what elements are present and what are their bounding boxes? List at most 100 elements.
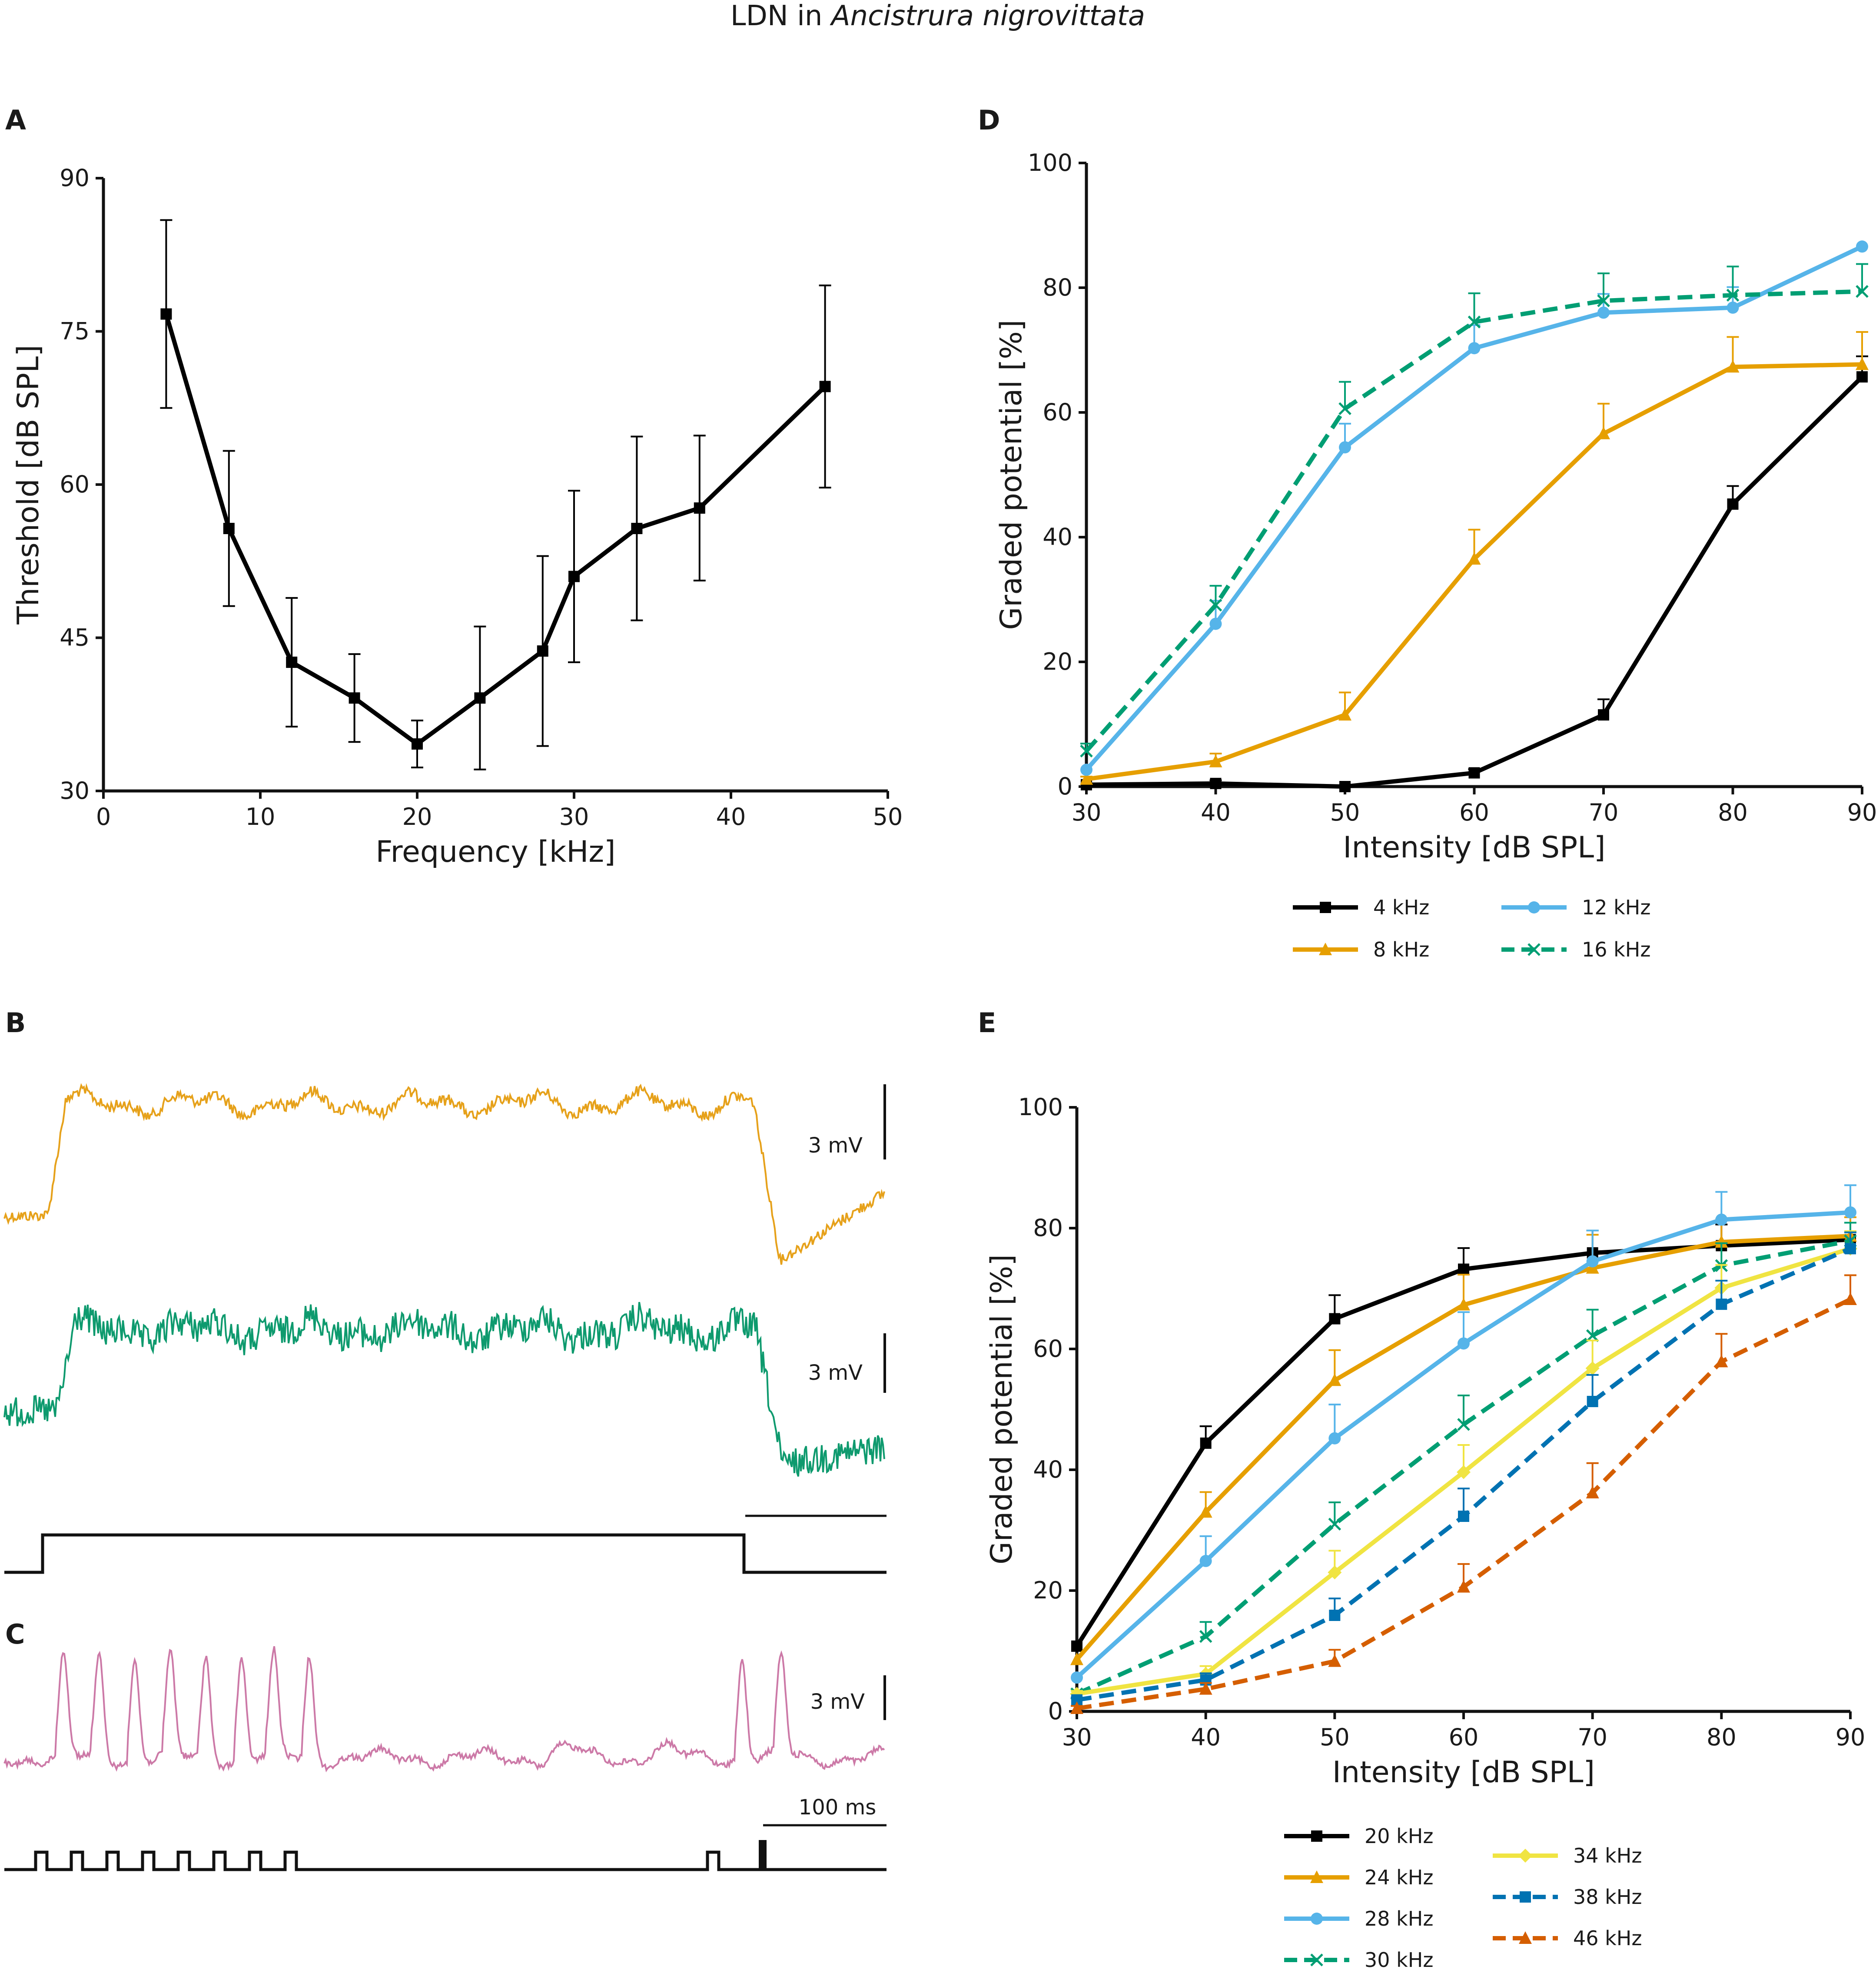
series-line-4-kHz bbox=[1086, 375, 1864, 789]
legend-label-30-kHz: 30 kHz bbox=[1365, 1948, 1434, 1972]
figure-title-prefix: LDN in bbox=[730, 0, 831, 32]
series-line-16-kHz bbox=[1085, 289, 1863, 753]
y-axis-title: Threshold [dB SPL] bbox=[11, 345, 46, 624]
data-point-8-kHz bbox=[1338, 707, 1351, 721]
data-point-Threshold bbox=[631, 523, 643, 535]
data-point-8-kHz bbox=[1209, 754, 1222, 767]
data-point-8-kHz bbox=[1856, 357, 1869, 370]
x-tick-label: 40 bbox=[1191, 1724, 1221, 1751]
chart-panel-e: 0 20 40 60 80 100 30 40 50 60 70 80 90 Intensity [dB … bbox=[985, 1093, 1865, 1972]
legend: 20 kHz 24 kHz 28 kHz 30 kHz 34 kHz 38 kHz 46 k… bbox=[1284, 1824, 1642, 1972]
data-point-16-kHz bbox=[1597, 294, 1610, 307]
legend-label-8-kHz: 8 kHz bbox=[1373, 938, 1429, 961]
legend-label-12-kHz: 12 kHz bbox=[1582, 896, 1651, 919]
stimulus-trace-b bbox=[4, 1533, 887, 1574]
data-point-24-kHz bbox=[1199, 1505, 1212, 1518]
scale-label-c-time: 100 ms bbox=[799, 1795, 877, 1820]
data-point-28-kHz bbox=[1715, 1213, 1728, 1226]
y-tick-label: 80 bbox=[1033, 1214, 1063, 1242]
legend-marker-12-kHz bbox=[1528, 901, 1540, 913]
data-point-4-kHz bbox=[1727, 498, 1739, 510]
y-tick-label: 30 bbox=[60, 777, 90, 804]
series-46-kHz bbox=[1070, 1274, 1857, 1714]
panel-label-c: C bbox=[5, 1618, 25, 1650]
data-point-4-kHz bbox=[1598, 709, 1609, 721]
panel-label-a: A bbox=[5, 104, 26, 136]
data-point-30-kHz bbox=[1328, 1518, 1341, 1531]
data-point-16-kHz bbox=[1080, 744, 1093, 757]
data-point-Threshold bbox=[349, 692, 360, 704]
legend-marker-24-kHz bbox=[1310, 1870, 1323, 1883]
data-point-38-kHz bbox=[1587, 1395, 1598, 1407]
data-point-28-kHz bbox=[1071, 1671, 1083, 1684]
x-tick-label: 30 bbox=[1062, 1724, 1092, 1751]
data-point-8-kHz bbox=[1080, 772, 1093, 785]
x-axis-title: Intensity [dB SPL] bbox=[1332, 1755, 1595, 1790]
x-tick-label: 90 bbox=[1847, 799, 1876, 826]
y-tick-label: 100 bbox=[1028, 149, 1072, 176]
data-point-4-kHz bbox=[1856, 371, 1868, 383]
x-tick-label: 30 bbox=[1072, 799, 1102, 826]
legend-marker-4-kHz bbox=[1320, 902, 1331, 913]
y-axis-title: Graded potential [%] bbox=[985, 1254, 1019, 1564]
legend-label-34-kHz: 34 kHz bbox=[1573, 1844, 1642, 1867]
legend-label-46-kHz: 46 kHz bbox=[1573, 1926, 1642, 1950]
data-point-28-kHz bbox=[1458, 1337, 1470, 1350]
data-point-8-kHz bbox=[1726, 360, 1740, 373]
y-tick-label: 60 bbox=[1043, 399, 1072, 426]
data-point-12-kHz bbox=[1597, 306, 1610, 319]
scale-label-c-voltage: 3 mV bbox=[810, 1690, 865, 1714]
data-point-Threshold bbox=[819, 381, 831, 392]
x-tick-label: 0 bbox=[96, 803, 111, 830]
scale-label-b-bottom: 3 mV bbox=[808, 1361, 863, 1385]
legend: 4 kHz 12 kHz 8 kHz 16 kHz bbox=[1293, 896, 1651, 961]
data-point-30-kHz bbox=[1199, 1630, 1212, 1643]
data-point-16-kHz bbox=[1209, 598, 1222, 612]
legend-label-24-kHz: 24 kHz bbox=[1365, 1866, 1434, 1889]
legend-marker-8-kHz bbox=[1319, 943, 1332, 955]
data-point-Threshold bbox=[286, 656, 298, 668]
data-point-Threshold bbox=[474, 692, 486, 704]
scale-label-b-top: 3 mV bbox=[808, 1133, 863, 1158]
x-tick-label: 60 bbox=[1449, 1724, 1479, 1751]
series-Threshold bbox=[160, 219, 831, 771]
data-point-8-kHz bbox=[1597, 426, 1610, 439]
panel-label-b: B bbox=[5, 1007, 26, 1039]
series-4-kHz bbox=[1081, 355, 1868, 792]
data-point-Threshold bbox=[160, 308, 172, 320]
data-point-46-kHz bbox=[1586, 1485, 1599, 1498]
data-point-38-kHz bbox=[1329, 1609, 1341, 1621]
data-point-20-kHz bbox=[1329, 1313, 1341, 1325]
legend-label-16-kHz: 16 kHz bbox=[1582, 938, 1651, 961]
data-point-46-kHz bbox=[1328, 1654, 1341, 1667]
legend-marker-20-kHz bbox=[1311, 1830, 1322, 1842]
x-tick-label: 40 bbox=[1201, 799, 1231, 826]
y-tick-label: 100 bbox=[1018, 1093, 1063, 1121]
panel-label-d: D bbox=[978, 104, 1000, 136]
y-tick-label: 0 bbox=[1058, 773, 1072, 800]
data-point-4-kHz bbox=[1210, 777, 1222, 789]
data-point-28-kHz bbox=[1844, 1206, 1856, 1219]
data-point-Threshold bbox=[694, 502, 705, 514]
x-tick-label: 80 bbox=[1707, 1724, 1737, 1751]
x-tick-label: 90 bbox=[1836, 1724, 1866, 1751]
legend-marker-30-kHz bbox=[1310, 1953, 1323, 1966]
data-point-38-kHz bbox=[1716, 1299, 1727, 1310]
series-line-8-kHz bbox=[1086, 362, 1863, 781]
data-point-46-kHz bbox=[1457, 1580, 1470, 1593]
y-tick-label: 60 bbox=[1033, 1335, 1063, 1362]
y-axis-title: Graded potential [%] bbox=[994, 320, 1029, 630]
data-point-28-kHz bbox=[1586, 1255, 1599, 1268]
data-point-34-kHz bbox=[1457, 1465, 1471, 1479]
y-tick-label: 20 bbox=[1043, 648, 1072, 675]
stimulus-marker-c bbox=[759, 1840, 767, 1870]
data-point-38-kHz bbox=[1458, 1511, 1469, 1522]
figure-title-species: Ancistrura nigrovittata bbox=[830, 0, 1145, 32]
series-38-kHz bbox=[1071, 1231, 1856, 1706]
y-tick-label: 90 bbox=[60, 164, 90, 192]
panel-c-recording: 3 mV 100 ms bbox=[3, 1646, 887, 1871]
legend-label-20-kHz: 20 kHz bbox=[1365, 1824, 1434, 1848]
x-tick-label: 30 bbox=[559, 803, 589, 830]
data-point-Threshold bbox=[537, 645, 548, 657]
data-point-30-kHz bbox=[1457, 1418, 1470, 1431]
